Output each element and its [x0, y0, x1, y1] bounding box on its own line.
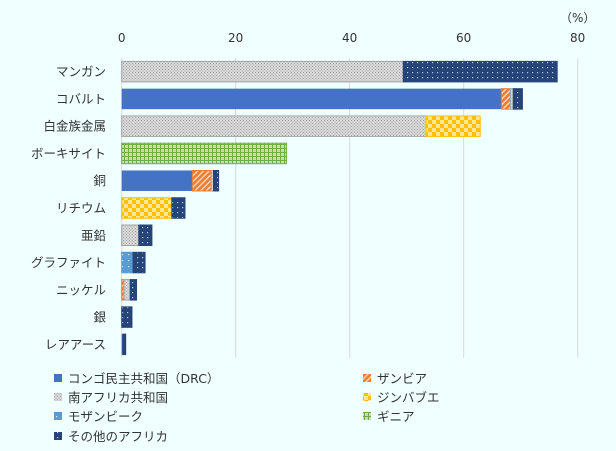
bar-segment [121, 224, 140, 247]
bar-segment [121, 334, 123, 355]
bar-segment [191, 169, 212, 192]
legend-swatch [54, 393, 62, 401]
bar-segment [121, 115, 427, 137]
category-label: 銀 [93, 310, 106, 325]
category-label: マンガン [56, 64, 106, 79]
category-label: レアアース [45, 337, 106, 352]
bar-segment [500, 88, 511, 110]
category-label: コバルト [56, 91, 106, 106]
bar-segment [121, 142, 287, 165]
bar-segment [138, 224, 153, 247]
category-label: 亜鉛 [81, 228, 107, 243]
bar-segment [512, 88, 523, 110]
x-tick-label: 80 [570, 31, 585, 45]
x-tick-label: 60 [456, 31, 471, 45]
bar-segment [121, 197, 173, 219]
bar-segment [132, 251, 146, 274]
category-label: ニッケル [56, 282, 106, 297]
category-label: グラファイト [31, 255, 106, 270]
legend-label: モザンビーク [68, 409, 143, 424]
x-tick-label: 40 [342, 31, 357, 45]
legend-label: ザンビア [377, 371, 427, 386]
legend-swatch [54, 432, 62, 440]
category-label: 白金族金属 [43, 119, 106, 134]
bar-segment [121, 251, 134, 274]
x-tick-label: 20 [228, 31, 243, 45]
bar-segment [129, 279, 138, 301]
bar-segment [121, 306, 133, 328]
legend-swatch [54, 374, 62, 382]
legend-label: ギニア [377, 409, 415, 424]
bar-segment [425, 115, 481, 137]
x-tick-label: 0 [118, 31, 126, 45]
bar-segment [171, 197, 186, 219]
bar-segment [212, 169, 220, 192]
legend-label: ジンバブエ [377, 390, 440, 405]
legend-label: コンゴ民主共和国（DRC） [68, 371, 219, 386]
legend-swatch [54, 412, 62, 420]
unit-label: （%） [560, 11, 595, 25]
legend-swatch [363, 412, 371, 420]
legend-swatch [363, 393, 371, 401]
bar-segment [121, 170, 193, 191]
legend-swatch [363, 374, 371, 382]
bar-segment [402, 60, 558, 83]
bar-segment [121, 60, 404, 83]
category-label: 銅 [93, 173, 106, 188]
bar-segment [121, 88, 502, 110]
bar-segment [123, 279, 131, 301]
category-label: ボーキサイト [31, 146, 106, 161]
bar-segment [122, 333, 127, 356]
legend-label: その他のアフリカ [68, 429, 168, 444]
legend-label: 南アフリカ共和国 [68, 390, 168, 405]
category-label: リチウム [56, 201, 106, 216]
